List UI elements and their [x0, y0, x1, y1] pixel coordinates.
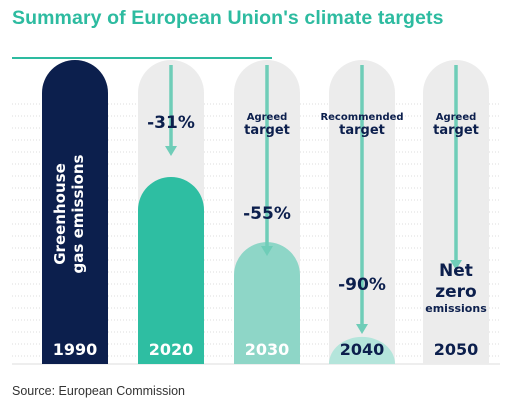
tick-label: 2050	[434, 340, 479, 359]
tick-label: 1990	[53, 340, 98, 359]
target-note: Recommended target	[320, 112, 403, 138]
arrow-head	[450, 260, 462, 270]
value-label: -55%	[243, 204, 291, 224]
bar	[329, 336, 395, 364]
title-underline	[12, 57, 272, 59]
arrow-head	[165, 146, 177, 156]
value-label: emissions	[425, 302, 487, 315]
value-label: Net	[439, 261, 473, 281]
arrow-head	[261, 246, 273, 256]
bar	[138, 177, 204, 364]
value-label: -90%	[338, 275, 386, 295]
tick-label: 2040	[340, 340, 385, 359]
target-note: Agreed target	[433, 112, 479, 138]
source-note: Source: European Commission	[12, 384, 185, 398]
arrow-head	[356, 324, 368, 334]
value-label: zero	[435, 282, 477, 302]
bar-label: Greenhousegas emissions	[51, 155, 87, 274]
value-label: -31%	[147, 113, 195, 133]
bar	[42, 60, 108, 364]
chart-title: Summary of European Union's climate targ…	[12, 7, 444, 29]
tick-label: 2020	[149, 340, 194, 359]
tick-label: 2030	[245, 340, 290, 359]
target-note: Agreed target	[244, 112, 290, 138]
bar	[234, 242, 300, 364]
